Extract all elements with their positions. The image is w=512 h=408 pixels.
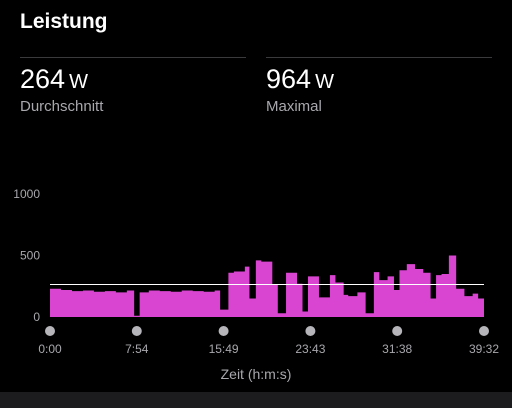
x-tick-marker <box>392 326 403 336</box>
x-axis-ticks: 0:00 7:54 15:49 23:43 31:38 39:32 <box>38 326 499 356</box>
x-tick-label: 15:49 <box>209 342 239 356</box>
maximum-power-stat: 964 W Maximal <box>266 63 334 115</box>
x-tick-label: 0:00 <box>38 342 62 356</box>
divider-right <box>266 57 492 58</box>
power-series-area <box>50 255 484 317</box>
divider-left <box>20 57 246 58</box>
x-tick-label: 23:43 <box>295 342 325 356</box>
x-tick-label: 31:38 <box>382 342 412 356</box>
maximum-power-unit: W <box>315 71 334 93</box>
y-tick-label: 1000 <box>13 187 40 201</box>
y-axis-ticks: 1000 500 0 <box>13 187 40 324</box>
x-axis-title: Zeit (h:m:s) <box>220 366 292 382</box>
x-tick-marker <box>218 326 229 336</box>
x-tick-marker <box>305 326 316 336</box>
y-tick-label: 0 <box>33 310 40 324</box>
y-tick-label: 500 <box>20 249 40 263</box>
average-power-value-row: 264 W <box>20 63 103 98</box>
maximum-power-value: 964 <box>266 64 312 94</box>
x-tick-label: 7:54 <box>125 342 149 356</box>
card-title: Leistung <box>20 10 108 33</box>
average-power-unit: W <box>69 71 88 93</box>
average-power-stat: 264 W Durchschnitt <box>20 63 103 115</box>
average-power-label: Durchschnitt <box>20 98 104 115</box>
average-power-value: 264 <box>20 64 66 94</box>
maximum-power-value-row: 964 W <box>266 63 334 98</box>
x-tick-marker <box>131 326 142 336</box>
x-tick-marker <box>45 326 55 336</box>
bottom-bar <box>0 392 512 408</box>
x-tick-label: 39:32 <box>469 342 499 356</box>
maximum-power-label: Maximal <box>266 98 322 115</box>
power-chart: 1000 500 0 0:00 7:54 15:49 23:43 31:38 39:32 <box>13 187 499 356</box>
x-tick-marker <box>479 326 489 336</box>
